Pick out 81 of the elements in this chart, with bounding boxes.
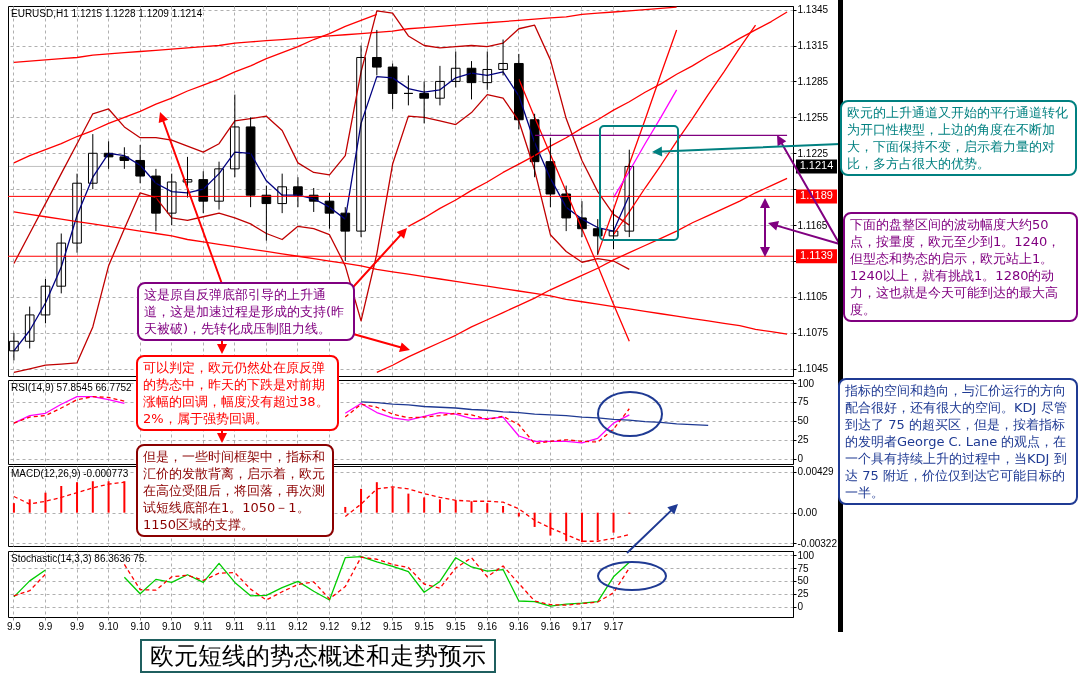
bar xyxy=(28,499,31,513)
y-tick-label: 1.1315 xyxy=(797,40,829,52)
x-tick-label: 9.17 xyxy=(603,620,624,632)
y-tick-label: 1.1105 xyxy=(797,291,828,303)
candlestick xyxy=(608,209,619,250)
y-tick-label: -0.00322 xyxy=(797,537,838,549)
y-tick-label: 50 xyxy=(797,575,810,587)
y-tick-label: 0.00429 xyxy=(797,466,835,478)
x-tick-label: 9.16 xyxy=(509,620,530,632)
bar xyxy=(60,486,63,513)
text: 指标的空间和趋向，与汇价运行的方向配合很好，还有很大的空间。KDJ 尽管到达了 75 的超买区，但是，按着指标的发明者George C. Lane 的观点，在一个具有持续上升的过程中，当KDJ 到达 75 附近，价位仅到达它可能目标的一半。 xyxy=(838,378,1078,505)
y-tick-label: 1.1045 xyxy=(797,363,829,375)
y-tick-label: 25 xyxy=(797,588,810,600)
line-series xyxy=(612,89,678,199)
bar xyxy=(423,497,426,513)
bar xyxy=(360,488,363,513)
y-tick-label: 1.1285 xyxy=(797,75,829,87)
bar xyxy=(533,512,536,527)
annotation: 这是原自反弹底部引导的上升通道，这是加速过程是形成的支持(昨天被破)，先转化成压制阻力线。 xyxy=(137,282,355,341)
bar xyxy=(12,503,15,513)
x-tick-label: 9.10 xyxy=(98,620,119,632)
x-tick-label: 9.10 xyxy=(130,620,151,632)
line-series xyxy=(360,401,709,427)
bar xyxy=(549,512,552,536)
bar xyxy=(407,493,410,513)
x-tick-label: 9.16 xyxy=(540,620,561,632)
candlestick xyxy=(371,29,382,76)
x-tick-label: 9.16 xyxy=(477,620,498,632)
bar xyxy=(486,503,489,513)
x-tick-label: 9.12 xyxy=(351,620,372,632)
x-tick-label: 9.9 xyxy=(6,620,22,632)
line-series xyxy=(13,10,630,265)
bar xyxy=(612,512,615,533)
ref-line-label: 1.1214 xyxy=(799,159,834,172)
x-tick-label: 9.15 xyxy=(445,620,466,632)
x-tick-label: 9.15 xyxy=(382,620,403,632)
y-tick-label: 50 xyxy=(797,415,810,427)
bar xyxy=(44,492,47,513)
x-tick-label: 9.9 xyxy=(38,620,53,632)
y-tick-label: 1.1075 xyxy=(797,327,829,339)
x-tick-label: 9.11 xyxy=(257,620,277,632)
y-tick-label: 1.1345 xyxy=(797,4,829,16)
y-tick-label: 0 xyxy=(797,453,804,465)
bar xyxy=(502,506,505,513)
x-tick-label: 9.17 xyxy=(572,620,593,632)
x-tick-label: 9.11 xyxy=(225,620,245,632)
y-tick-label: 1.1225 xyxy=(797,147,829,159)
y-tick-label: 1.1255 xyxy=(797,111,829,123)
chart-title: MACD(12,26,9) -0.000773 xyxy=(11,468,129,479)
annotation: 可以判定，欧元仍然处在原反弹的势态中，昨天的下跌是对前期涨幅的回调，幅度没有超过38。2%，属于强势回调。 xyxy=(136,355,339,431)
annotation: 但是，一些时间框架中，指标和汇价的发散背离，启示着，欧元在高位受阻后，将回落，再次测试短线底部在1。1050－1。1150区域的支撑。 xyxy=(136,444,334,537)
chart-title: RSI(14,9) 57.8545 66.7752 xyxy=(11,382,133,393)
candlestick xyxy=(245,116,256,208)
y-tick-label: 75 xyxy=(797,396,810,408)
y-tick-label: 1.1165 xyxy=(797,219,828,231)
bar xyxy=(344,506,347,513)
chart-title: Stochastic(14,3,3) 86.3636 75. xyxy=(11,553,148,564)
bar xyxy=(454,500,457,513)
chart-subtitle: EURUSD,H1 1.1215 1.1228 1.1209 1.1214 xyxy=(11,8,203,19)
ref-line-label: 1.1139 xyxy=(800,249,833,262)
x-tick-label: 9.15 xyxy=(414,620,435,632)
x-tick-label: 9.12 xyxy=(288,620,309,632)
y-tick-label: 0 xyxy=(797,601,804,613)
text: 欧元的上升通道又开始的平行通道转化为开口性楔型，上边的角度在不断加大，下面保持不变，启示着力量的对比，多方占很大的优势。 xyxy=(840,100,1077,176)
y-tick-label: 100 xyxy=(797,549,815,561)
text: 下面的盘整区间的波动幅度大约50点，按量度，欧元至少到1。1240，但型态和势态的启示，欧元站上1。1240以上，就有挑战1。1280的动力，这也就是今天可能到达的最大高度。 xyxy=(843,212,1078,322)
x-tick-label: 9.10 xyxy=(161,620,182,632)
y-tick-label: 0.00 xyxy=(797,507,818,519)
candlestick xyxy=(387,62,398,110)
y-tick-label: 25 xyxy=(797,434,810,446)
bar xyxy=(470,501,473,513)
x-tick-label: 9.9 xyxy=(70,620,85,632)
bar xyxy=(391,487,394,513)
candlestick xyxy=(419,80,430,124)
bar xyxy=(438,499,441,513)
text: 欧元短线的势态概述和走势预示 xyxy=(140,639,496,673)
x-tick-label: 9.12 xyxy=(319,620,340,632)
y-tick-label: 100 xyxy=(797,377,815,389)
x-tick-label: 9.11 xyxy=(193,620,214,632)
y-tick-label: 75 xyxy=(797,562,810,574)
candlestick xyxy=(119,146,130,170)
